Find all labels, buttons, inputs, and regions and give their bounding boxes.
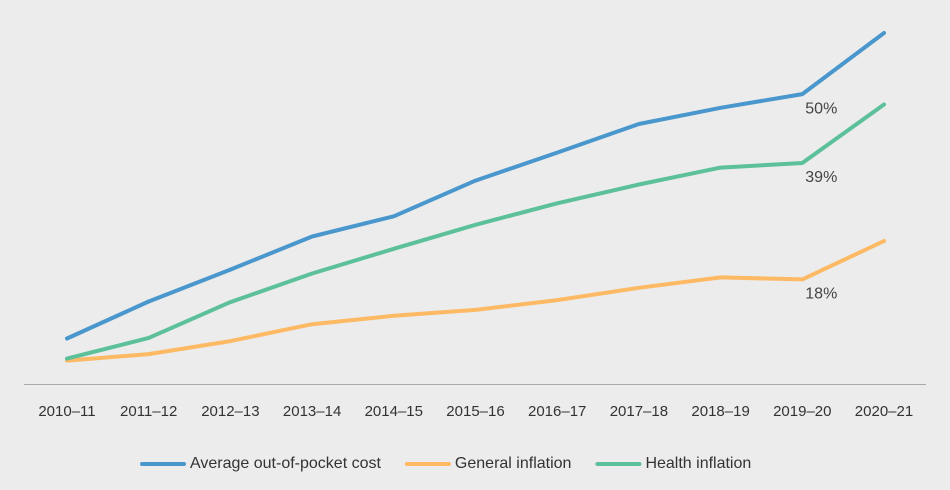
x-tick-label: 2017–18 — [610, 403, 668, 420]
series-line-health-inflation — [65, 102, 886, 361]
x-tick-label: 2014–15 — [365, 403, 423, 420]
legend-item-average-out-of-pocket-cost: Average out-of-pocket cost — [140, 455, 381, 472]
legend-item-general-inflation: General inflation — [404, 455, 572, 472]
end-label-average-out-of-pocket-cost: 50% — [805, 100, 837, 117]
x-tick-labels: 2010–11 2011–12 2012–13 2013–14 2014–15 2015–… — [38, 403, 913, 420]
legend-label: General inflation — [455, 455, 572, 472]
x-tick-label: 2016–17 — [528, 403, 586, 420]
series-line-general-inflation — [65, 239, 886, 363]
end-label-general-inflation: 18% — [805, 286, 837, 303]
series-line-average-out-of-pocket-cost — [65, 31, 886, 341]
x-tick-label: 2011–12 — [120, 403, 177, 420]
x-tick-label: 2010–11 — [38, 403, 95, 420]
series-group — [65, 31, 886, 363]
x-tick-label: 2018–19 — [691, 403, 749, 420]
end-label-health-inflation: 39% — [805, 169, 837, 186]
legend-item-health-inflation: Health inflation — [595, 455, 751, 472]
legend-label: Average out-of-pocket cost — [190, 455, 381, 472]
x-tick-label: 2015–16 — [446, 403, 504, 420]
legend-label: Health inflation — [645, 455, 751, 472]
x-tick-label: 2013–14 — [283, 403, 341, 420]
legend: Average out-of-pocket cost General inflat… — [140, 455, 751, 472]
end-labels: 50% 18% 39% — [805, 100, 837, 302]
x-tick-label: 2020–21 — [855, 403, 913, 420]
x-tick-label: 2012–13 — [201, 403, 259, 420]
x-tick-label: 2019–20 — [773, 403, 831, 420]
